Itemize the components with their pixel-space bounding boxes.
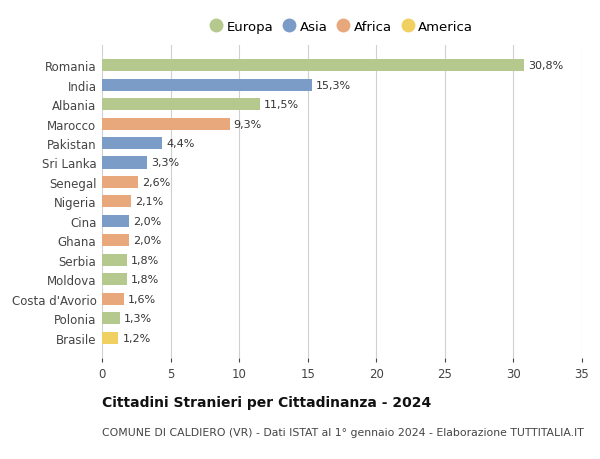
Text: 1,6%: 1,6% [128,294,156,304]
Text: 15,3%: 15,3% [316,80,351,90]
Legend: Europa, Asia, Africa, America: Europa, Asia, Africa, America [205,15,479,39]
Bar [102,274,127,285]
Bar [102,157,147,169]
Text: 9,3%: 9,3% [233,119,262,129]
Text: 1,8%: 1,8% [131,255,159,265]
Text: 30,8%: 30,8% [529,61,564,71]
Text: 3,3%: 3,3% [151,158,179,168]
Bar [102,293,124,305]
Text: 2,0%: 2,0% [134,216,162,226]
Text: 2,6%: 2,6% [142,178,170,188]
Bar [102,215,130,227]
Text: Cittadini Stranieri per Cittadinanza - 2024: Cittadini Stranieri per Cittadinanza - 2… [102,395,431,409]
Text: COMUNE DI CALDIERO (VR) - Dati ISTAT al 1° gennaio 2024 - Elaborazione TUTTITALI: COMUNE DI CALDIERO (VR) - Dati ISTAT al … [102,427,584,437]
Bar [102,138,163,150]
Text: 4,4%: 4,4% [166,139,195,149]
Bar [102,60,524,72]
Bar [102,118,230,130]
Text: 2,0%: 2,0% [134,236,162,246]
Bar [102,313,120,325]
Text: 1,8%: 1,8% [131,274,159,285]
Bar [102,79,312,91]
Bar [102,332,118,344]
Bar [102,196,131,208]
Bar [102,99,260,111]
Text: 1,2%: 1,2% [122,333,151,343]
Bar [102,254,127,266]
Bar [102,177,137,189]
Text: 1,3%: 1,3% [124,313,152,324]
Bar [102,235,130,247]
Text: 11,5%: 11,5% [264,100,299,110]
Text: 2,1%: 2,1% [135,197,163,207]
